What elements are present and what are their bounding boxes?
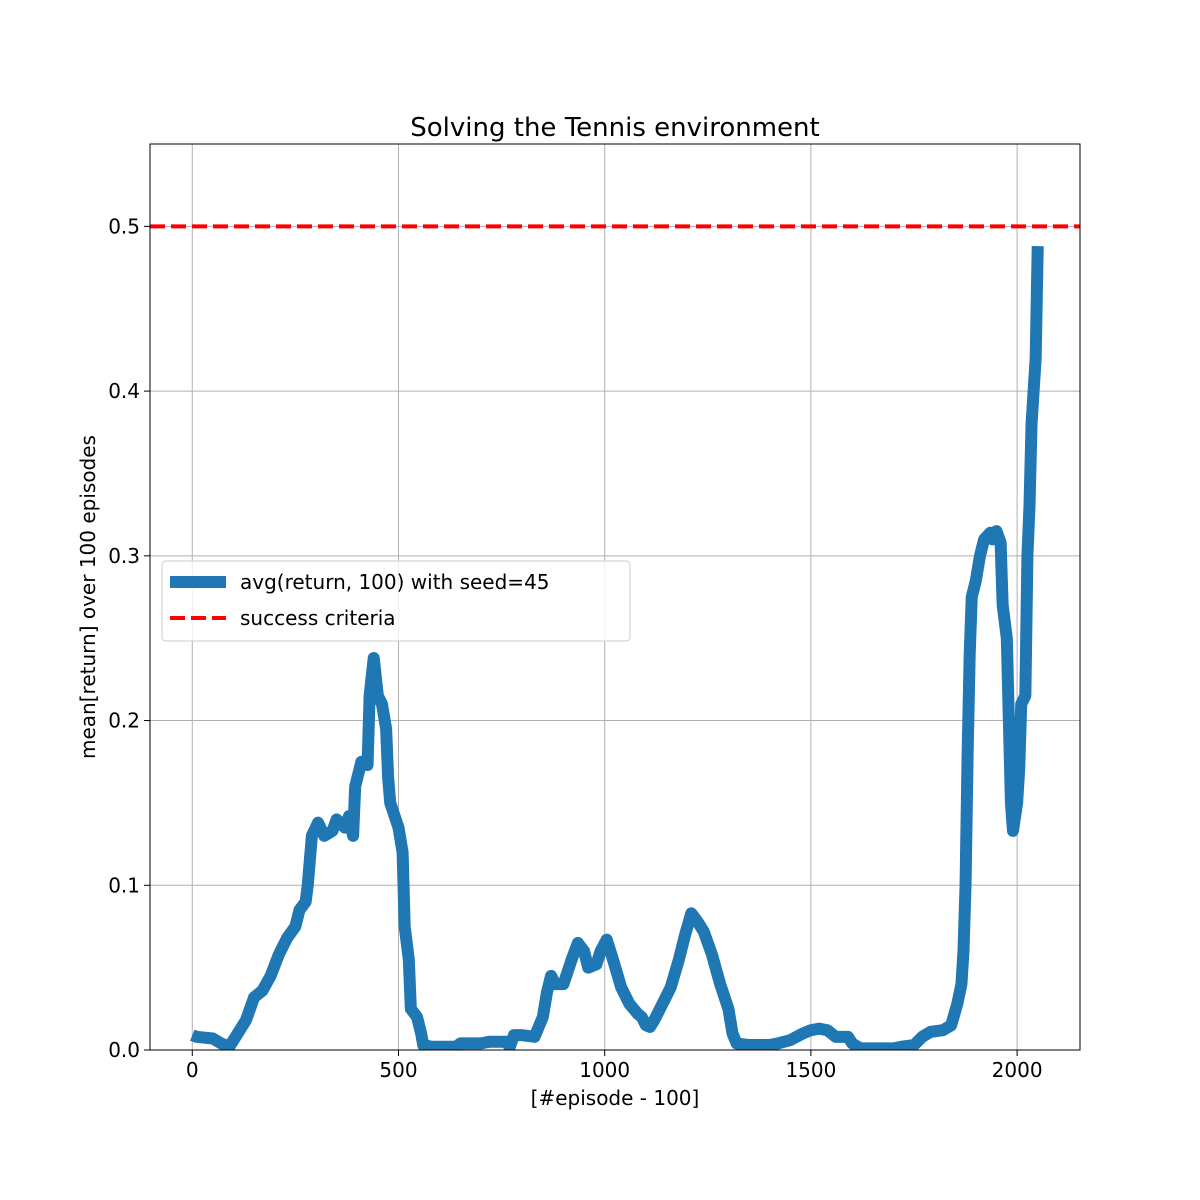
legend-label: success criteria (240, 606, 396, 630)
x-tick-label: 500 (379, 1058, 417, 1082)
axes-frame (149, 143, 1081, 1051)
y-axis-label: mean[return] over 100 episodes (76, 435, 100, 759)
plot-area (150, 224, 1080, 1050)
y-tick-label: 0.1 (108, 873, 140, 897)
chart-title: Solving the Tennis environment (410, 113, 819, 143)
x-tick-label: 1500 (785, 1058, 836, 1082)
legend-frame (161, 560, 631, 642)
x-axis-label: [#episode - 100] (531, 1086, 700, 1110)
y-tick-label: 0.3 (108, 544, 140, 568)
x-tick-label: 1000 (579, 1058, 630, 1082)
x-tick-label: 0 (186, 1058, 199, 1082)
data-line (190, 246, 1044, 1050)
x-tick-label: 2000 (992, 1058, 1043, 1082)
legend-label: avg(return, 100) with seed=45 (240, 570, 550, 594)
y-tick-label: 0.4 (108, 379, 140, 403)
legend: avg(return, 100) with seed=45 success cri… (161, 560, 631, 642)
y-tick-label: 0.2 (108, 709, 140, 733)
y-tick-label: 0.0 (108, 1038, 140, 1062)
y-tick-label: 0.5 (108, 214, 140, 238)
